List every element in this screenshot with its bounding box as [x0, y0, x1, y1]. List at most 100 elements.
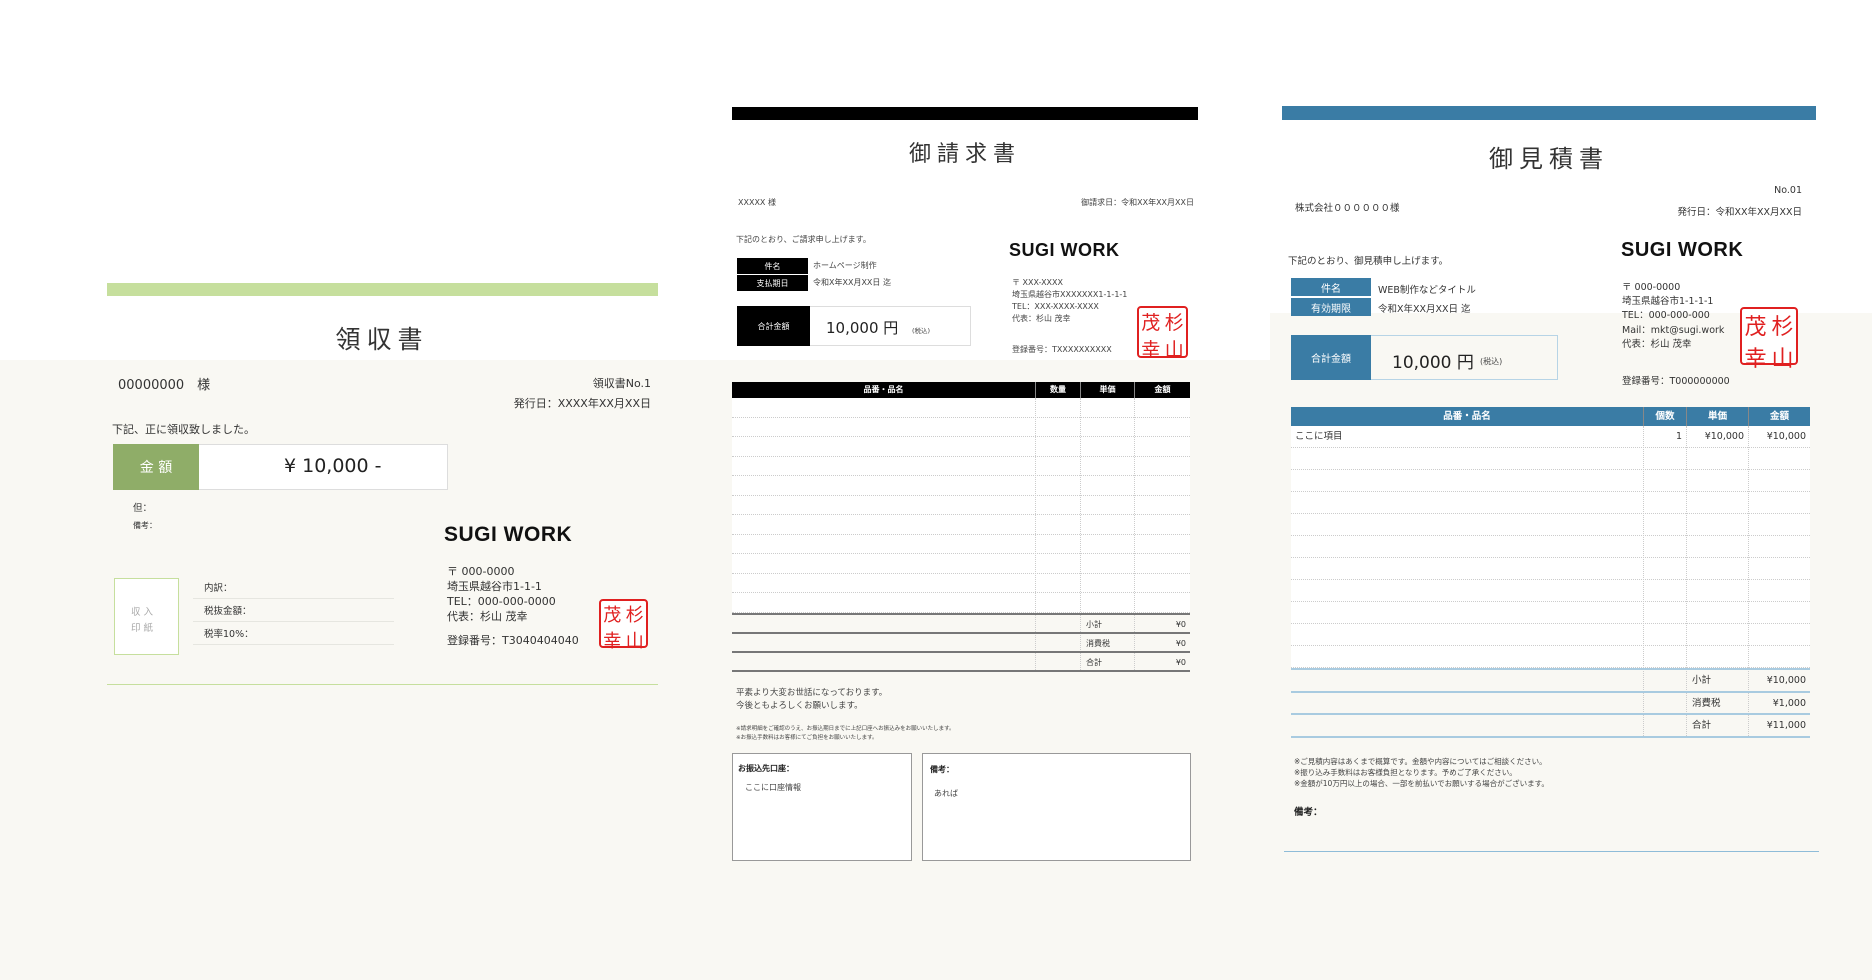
invoice-note: ※お振込手数料はお客様にてご負担をお願いいたします。 [736, 735, 878, 741]
summary-label: 合計 [1692, 720, 1712, 731]
invoice-total: 10,000 円 [826, 319, 899, 337]
company-address: 埼玉県越谷市1-1-1 [447, 580, 542, 593]
estimate-intro: 下記のとおり、御見積申し上げます。 [1288, 256, 1449, 267]
table-header [732, 382, 1190, 398]
company-logo: SUGI WORK [444, 523, 573, 546]
background-top [0, 0, 1872, 360]
table-header [1291, 407, 1810, 426]
summary-label: 小計 [1692, 675, 1712, 686]
divider [193, 621, 394, 622]
estimate-total-label: 合計金額 [1291, 335, 1371, 380]
invoice-remarks-box [922, 753, 1191, 861]
summary-label: 小計 [1086, 619, 1102, 629]
table-row [732, 398, 1190, 418]
item-price: ¥10,000 [1704, 431, 1744, 442]
estimate-title: 御見積書 [1489, 145, 1609, 173]
stamp-char: 茂 [1141, 312, 1161, 334]
revenue-stamp-box [114, 578, 179, 655]
invoice-message: 今後ともよろしくお願いします。 [736, 701, 863, 711]
receipt-amount-label: 金 額 [113, 444, 199, 490]
stamp-char: 杉 [1164, 312, 1184, 334]
column-header: 単価 [1080, 382, 1134, 398]
estimate-note: ※ご見積内容はあくまで概算です。金額や内容についてはご相談ください。 [1294, 757, 1547, 766]
invoice-total-label: 合計金額 [737, 306, 810, 346]
bank-info-box [732, 753, 912, 861]
table-row [732, 418, 1190, 437]
stamp-char: 幸 [603, 631, 622, 652]
column-header: 品番・品名 [1443, 411, 1491, 422]
stamp-char: 山 [1164, 339, 1184, 361]
summary-value: ¥0 [1175, 638, 1186, 648]
company-address: TEL：000-000-000 [1622, 310, 1710, 321]
table-row [1291, 470, 1810, 492]
invoice-subject: ホームページ制作 [813, 261, 877, 270]
breakdown-label: 税抜金額： [204, 606, 252, 617]
revenue-stamp-text: 印 紙 [131, 623, 154, 634]
bank-value: ここに口座情報 [745, 783, 801, 792]
receipt-accent-bar [107, 283, 658, 296]
summary-value: ¥0 [1175, 619, 1186, 629]
column-divider [1134, 398, 1135, 670]
estimate-validity: 令和X年XX月XX日 迄 [1378, 304, 1471, 315]
column-divider [1643, 426, 1644, 736]
company-address: 代表：杉山 茂幸 [447, 610, 528, 623]
invoice-intro: 下記のとおり、ご請求申し上げます。 [736, 235, 871, 244]
table-row [732, 574, 1190, 593]
table-row [732, 476, 1190, 496]
summary-label: 消費税 [1086, 638, 1110, 648]
table-row [1291, 624, 1810, 646]
estimate-total: 10,000 円 [1392, 353, 1474, 373]
summary-value: ¥10,000 [1766, 675, 1806, 686]
revenue-stamp-text: 収 入 [131, 607, 154, 618]
company-address: 代表：杉山 茂幸 [1622, 339, 1692, 350]
company-address: Mail：mkt@sugi.work [1622, 325, 1725, 336]
column-divider [1080, 398, 1081, 670]
table-row [1291, 536, 1810, 558]
table-row [732, 457, 1190, 476]
seal-stamp: 茂杉幸山 [1137, 306, 1188, 361]
receipt-customer: 00000000 様 [118, 378, 211, 393]
column-divider [1035, 398, 1036, 670]
invoice-customer: XXXXX 様 [738, 198, 776, 207]
table-row [1291, 580, 1810, 602]
estimate-accent-bar [1282, 106, 1816, 120]
table-bottom-border [1291, 735, 1810, 738]
stamp-char: 幸 [1744, 347, 1767, 372]
estimate-note: ※金額が10万円以上の場合、一部を前払いでお願いする場合がございます。 [1294, 779, 1549, 788]
stamp-char: 山 [625, 631, 644, 652]
tax-note: (税込) [1480, 357, 1503, 366]
breakdown-label: 内訳： [204, 583, 233, 594]
company-address: 〒 000-0000 [1622, 282, 1681, 293]
summary-row: 消費税 ¥1,000 [1291, 690, 1810, 714]
table-row [1291, 514, 1810, 536]
table-row [732, 593, 1190, 613]
seal-stamp: 茂杉幸山 [1740, 307, 1798, 372]
estimate-remarks-label: 備考： [1294, 807, 1323, 818]
table-row: ここに項目 1 ¥10,000 ¥10,000 [1291, 426, 1810, 448]
table-row [1291, 558, 1810, 580]
summary-value: ¥11,000 [1766, 720, 1806, 731]
company-address: 埼玉県越谷市1-1-1-1 [1622, 296, 1714, 307]
divider [1284, 851, 1819, 852]
invoice-accent-bar [732, 107, 1198, 120]
estimate-number: No.01 [1774, 185, 1802, 196]
table-row [732, 496, 1190, 515]
remarks-label: 備考： [930, 765, 954, 774]
registration-number: 登録番号：T000000000 [1622, 376, 1730, 387]
summary-row: 小計 ¥10,000 [1291, 668, 1810, 691]
receipt-number: 領収書No.1 [592, 377, 651, 390]
invoice-date: 御請求日：令和XX年XX月XX日 [1081, 198, 1194, 207]
divider [107, 684, 658, 685]
divider [193, 598, 394, 599]
table-row [732, 515, 1190, 535]
stamp-char: 山 [1771, 347, 1794, 372]
invoice-due-date: 令和X年XX月XX日 迄 [813, 278, 891, 287]
invoice-field-label: 支払期日 [737, 275, 808, 291]
remarks-value: あれば [934, 789, 958, 798]
column-header: 品番・品名 [863, 385, 904, 394]
summary-label: 消費税 [1692, 697, 1721, 709]
item-amount: ¥10,000 [1766, 431, 1806, 442]
estimate-field-label: 件名 [1291, 278, 1371, 296]
column-header: 金額 [1748, 407, 1810, 426]
stamp-char: 杉 [1771, 315, 1794, 340]
